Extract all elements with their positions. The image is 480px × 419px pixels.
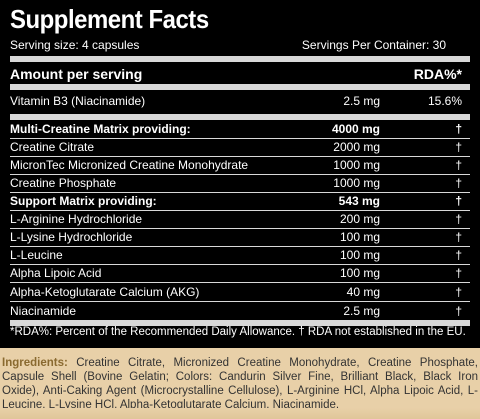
ingredients-text: Creatine Citrate, Micronized Creatine Mo…: [2, 357, 478, 411]
divider: [10, 156, 470, 157]
nutrient-name: Creatine Phosphate: [10, 176, 117, 190]
divider: [10, 138, 470, 139]
nutrient-amount: 100 mg: [339, 230, 380, 244]
nutrient-name: Creatine Citrate: [10, 140, 95, 154]
nutrient-row: Multi-Creatine Matrix providing: 4000 mg…: [10, 121, 470, 137]
amount-header-row: Amount per serving RDA%*: [10, 64, 470, 84]
divider: [10, 246, 470, 247]
nutrient-row: L-Lysine Hydrochloride 100 mg †: [10, 229, 470, 245]
nutrient-row: L-Leucine 100 mg †: [10, 247, 470, 263]
divider-thick: [10, 114, 470, 120]
nutrient-name: Alpha Lipoic Acid: [10, 266, 102, 280]
nutrient-amount: 4000 mg: [331, 122, 380, 136]
divider: [10, 210, 470, 211]
nutrient-amount: 200 mg: [339, 212, 380, 226]
serving-info: Serving size: 4 capsules Servings Per Co…: [10, 38, 446, 52]
nutrient-amount: 2000 mg: [333, 140, 380, 154]
nutrient-row: Support Matrix providing: 543 mg †: [10, 193, 470, 209]
ingredients-block: Ingredients: Creatine Citrate, Micronize…: [2, 356, 478, 412]
divider: [10, 192, 470, 193]
nutrient-row: Creatine Phosphate 1000 mg †: [10, 175, 470, 191]
nutrient-rda: †: [455, 194, 462, 208]
nutrient-amount: 2.5 mg: [343, 94, 380, 108]
nutrient-rda: †: [455, 158, 462, 172]
nutrient-name: Alpha-Ketoglutarate Calcium (AKG): [10, 285, 200, 299]
nutrient-name: Support Matrix providing:: [10, 194, 157, 208]
rda-header: RDA%*: [413, 66, 462, 82]
nutrient-row: Creatine Citrate 2000 mg †: [10, 139, 470, 155]
divider-thick: [10, 320, 470, 326]
nutrient-amount: 2.5 mg: [343, 304, 380, 318]
nutrient-row: Niacinamide 2.5 mg †: [10, 303, 470, 319]
nutrient-rda: †: [455, 304, 462, 318]
panel-title: Supplement Facts: [10, 4, 209, 34]
nutrient-rda: †: [455, 248, 462, 262]
divider: [10, 228, 470, 229]
nutrient-amount: 1000 mg: [333, 158, 380, 172]
amount-header: Amount per serving: [10, 66, 143, 82]
serving-size: Serving size: 4 capsules: [10, 38, 140, 52]
ingredients-label: Ingredients:: [2, 357, 68, 369]
nutrient-rda: †: [455, 140, 462, 154]
supplement-facts-panel: Supplement Facts Serving size: 4 capsule…: [0, 0, 480, 348]
divider: [10, 174, 470, 175]
nutrient-name: MicronTec Micronized Creatine Monohydrat…: [10, 158, 249, 172]
nutrient-name: Vitamin B3 (Niacinamide): [10, 94, 146, 108]
nutrient-amount: 1000 mg: [333, 176, 380, 190]
nutrient-amount: 100 mg: [339, 248, 380, 262]
divider: [10, 282, 470, 283]
nutrient-row: Alpha Lipoic Acid 100 mg †: [10, 265, 470, 281]
nutrient-rda: †: [455, 285, 462, 299]
rda-footnote: *RDA%: Percent of the Recommended Daily …: [10, 326, 466, 338]
nutrient-amount: 100 mg: [339, 266, 380, 280]
divider: [10, 301, 470, 302]
divider-thick: [10, 56, 470, 62]
nutrient-row: Vitamin B3 (Niacinamide) 2.5 mg 15.6%: [10, 93, 470, 109]
nutrient-rda: †: [455, 212, 462, 226]
bottom-fade: [0, 408, 480, 419]
nutrient-amount: 40 mg: [346, 285, 380, 299]
nutrient-name: Multi-Creatine Matrix providing:: [10, 122, 191, 136]
divider-thick: [10, 84, 470, 90]
nutrient-row: Alpha-Ketoglutarate Calcium (AKG) 40 mg …: [10, 284, 470, 300]
nutrient-rda: †: [455, 176, 462, 190]
nutrient-rda: †: [455, 230, 462, 244]
nutrient-rda: 15.6%: [427, 94, 462, 108]
nutrient-name: L-Leucine: [10, 248, 63, 262]
nutrient-name: L-Arginine Hydrochloride: [10, 212, 143, 226]
nutrient-name: Niacinamide: [10, 304, 77, 318]
nutrient-amount: 543 mg: [338, 194, 380, 208]
nutrient-rda: †: [455, 122, 462, 136]
divider: [10, 264, 470, 265]
servings-per-container: Servings Per Container: 30: [301, 38, 446, 52]
nutrient-name: L-Lysine Hydrochloride: [10, 230, 133, 244]
nutrient-rda: †: [455, 266, 462, 280]
nutrient-row: L-Arginine Hydrochloride 200 mg †: [10, 211, 470, 227]
nutrient-row: MicronTec Micronized Creatine Monohydrat…: [10, 157, 470, 173]
